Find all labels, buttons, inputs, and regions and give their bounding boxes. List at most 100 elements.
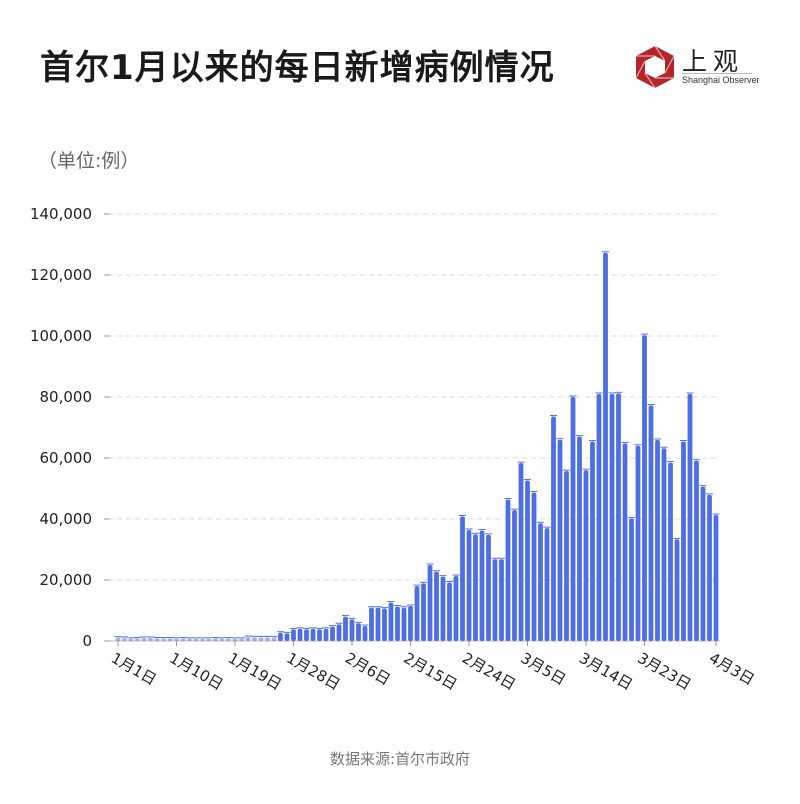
bar-rect xyxy=(356,623,361,641)
bar-rect xyxy=(115,637,121,641)
bar-rect xyxy=(525,480,530,641)
bar xyxy=(283,631,291,641)
bar-rect xyxy=(232,638,238,641)
bar-rect xyxy=(681,441,686,641)
bar xyxy=(595,392,603,641)
bar-rect xyxy=(421,583,426,641)
bar xyxy=(400,606,408,641)
bar-rect xyxy=(349,619,355,641)
bar xyxy=(660,446,668,641)
bar-rect xyxy=(694,460,699,641)
bar xyxy=(615,391,622,641)
bar-rect xyxy=(122,637,127,641)
bar-rect xyxy=(577,436,582,641)
bar-rect xyxy=(135,638,140,641)
y-tick-label: 0 xyxy=(82,632,92,650)
bar xyxy=(439,575,447,641)
bar-rect xyxy=(408,605,413,641)
bar xyxy=(381,606,388,641)
y-tick-label: 100,000 xyxy=(30,327,92,345)
bar xyxy=(387,601,395,641)
bar xyxy=(186,637,193,641)
bar-rect xyxy=(245,637,251,641)
bar xyxy=(342,615,349,641)
bar-rect xyxy=(128,638,134,641)
bar-rect xyxy=(609,393,615,641)
bar xyxy=(478,529,486,641)
bar-rect xyxy=(661,448,667,641)
bar-rect xyxy=(499,559,504,641)
bar-rect xyxy=(531,492,537,641)
bar-rect xyxy=(187,638,192,641)
bar-rect xyxy=(375,607,381,641)
bar xyxy=(641,333,648,641)
bar-rect xyxy=(148,637,153,641)
bar xyxy=(374,606,382,641)
bar-rect xyxy=(434,571,439,641)
bar-rect xyxy=(252,637,257,641)
bar xyxy=(322,627,330,641)
bar-rect xyxy=(512,510,517,641)
hexagon-logo-icon xyxy=(635,45,675,89)
bar-rect xyxy=(674,539,680,641)
bar-rect xyxy=(336,624,342,641)
bar xyxy=(140,636,148,641)
bar xyxy=(608,392,616,641)
bar-rect xyxy=(622,443,628,641)
bar-rect xyxy=(304,629,309,641)
bar-rect xyxy=(258,637,264,641)
bar xyxy=(634,444,642,641)
bar-rect xyxy=(447,582,452,641)
bar-rect xyxy=(603,252,608,642)
x-tick-label: 1月28日 xyxy=(284,649,344,694)
bar-rect xyxy=(635,445,641,641)
x-tick-label: 2月6日 xyxy=(342,649,394,689)
bar-rect xyxy=(343,616,348,641)
bar-rect xyxy=(154,638,160,641)
x-tick-label: 3月14日 xyxy=(576,649,636,694)
bar xyxy=(251,635,258,641)
logo-divider xyxy=(682,73,752,74)
bar-rect xyxy=(414,586,420,641)
bar-rect xyxy=(590,441,595,641)
bar xyxy=(270,636,278,641)
bar xyxy=(472,532,479,641)
bar-rect xyxy=(291,629,296,641)
bar xyxy=(680,440,687,641)
bar xyxy=(114,636,122,641)
bar-rect xyxy=(401,607,407,641)
bar-rect xyxy=(629,518,634,641)
bar-rect xyxy=(369,607,374,641)
bar xyxy=(576,435,583,641)
y-tick-label: 60,000 xyxy=(40,449,93,467)
bar xyxy=(563,469,570,641)
bar-rect xyxy=(278,632,283,641)
bar xyxy=(160,637,167,641)
bar xyxy=(602,251,609,642)
bar-rect xyxy=(707,494,712,641)
bar xyxy=(205,637,213,641)
y-tick-label: 40,000 xyxy=(40,510,93,528)
bar-rect xyxy=(297,628,303,641)
bar xyxy=(368,606,375,641)
bar-rect xyxy=(687,393,693,641)
bar xyxy=(212,637,219,641)
bar xyxy=(530,490,538,641)
x-tick-label: 1月1日 xyxy=(108,649,160,689)
bar-rect xyxy=(317,629,322,641)
bar xyxy=(290,627,297,641)
x-tick-label: 3月5日 xyxy=(518,649,570,689)
bar xyxy=(413,584,421,641)
bar-rect xyxy=(219,638,225,641)
bar xyxy=(673,537,681,641)
bar-rect xyxy=(226,638,231,641)
bar-rect xyxy=(141,637,147,641)
bar xyxy=(686,392,694,641)
bar-rect xyxy=(284,633,290,641)
bar-rect xyxy=(518,463,524,641)
bar xyxy=(654,438,661,641)
bar-rect xyxy=(271,637,277,641)
bar-rect xyxy=(583,470,589,641)
y-tick-label: 80,000 xyxy=(40,388,93,406)
bar xyxy=(407,604,414,641)
